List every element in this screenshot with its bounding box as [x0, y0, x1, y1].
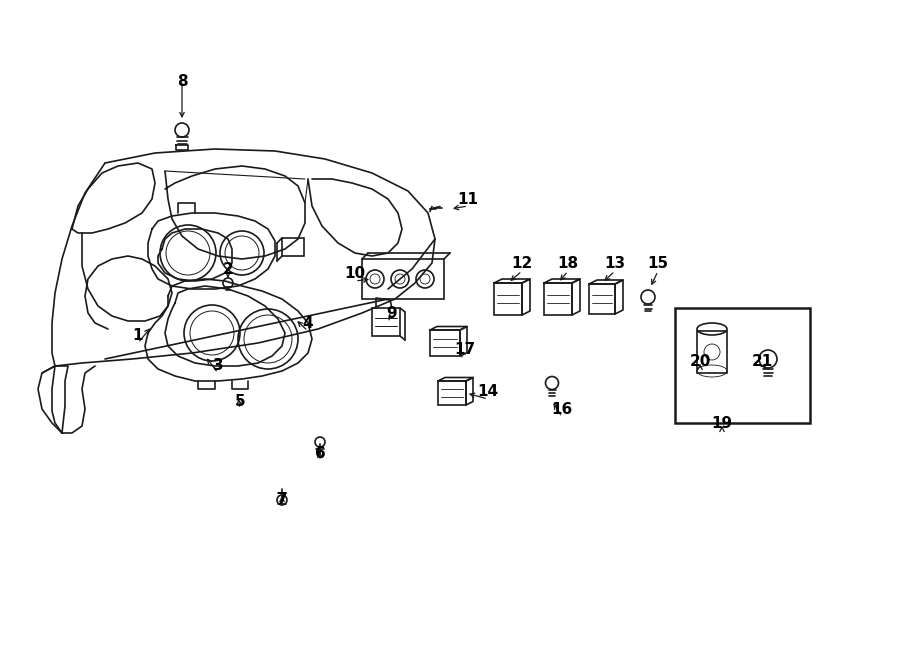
- Bar: [282, 238, 304, 256]
- Text: 2: 2: [222, 262, 233, 276]
- Bar: [544, 283, 572, 315]
- Text: 5: 5: [235, 393, 246, 408]
- Bar: [589, 284, 615, 314]
- Bar: [697, 331, 727, 373]
- Text: 10: 10: [345, 266, 365, 280]
- Bar: [675, 308, 810, 423]
- Text: 6: 6: [315, 446, 326, 461]
- Bar: [438, 381, 466, 405]
- Text: 11: 11: [457, 192, 479, 206]
- Text: 19: 19: [711, 416, 733, 430]
- Text: 16: 16: [552, 401, 572, 416]
- Bar: [494, 283, 522, 315]
- Text: 20: 20: [689, 354, 711, 368]
- Text: 13: 13: [605, 256, 626, 270]
- Text: 4: 4: [302, 315, 313, 330]
- Text: 7: 7: [276, 492, 287, 506]
- Text: 18: 18: [557, 256, 579, 270]
- Bar: [372, 308, 400, 336]
- Text: 15: 15: [647, 256, 669, 270]
- Text: 21: 21: [752, 354, 772, 368]
- Text: 1: 1: [133, 329, 143, 344]
- Text: 12: 12: [511, 256, 533, 270]
- Text: 9: 9: [387, 305, 397, 321]
- Bar: [362, 259, 444, 299]
- Text: 3: 3: [212, 358, 223, 373]
- Text: 17: 17: [454, 342, 475, 356]
- Text: 8: 8: [176, 73, 187, 89]
- Bar: [430, 330, 460, 356]
- Text: 14: 14: [477, 383, 499, 399]
